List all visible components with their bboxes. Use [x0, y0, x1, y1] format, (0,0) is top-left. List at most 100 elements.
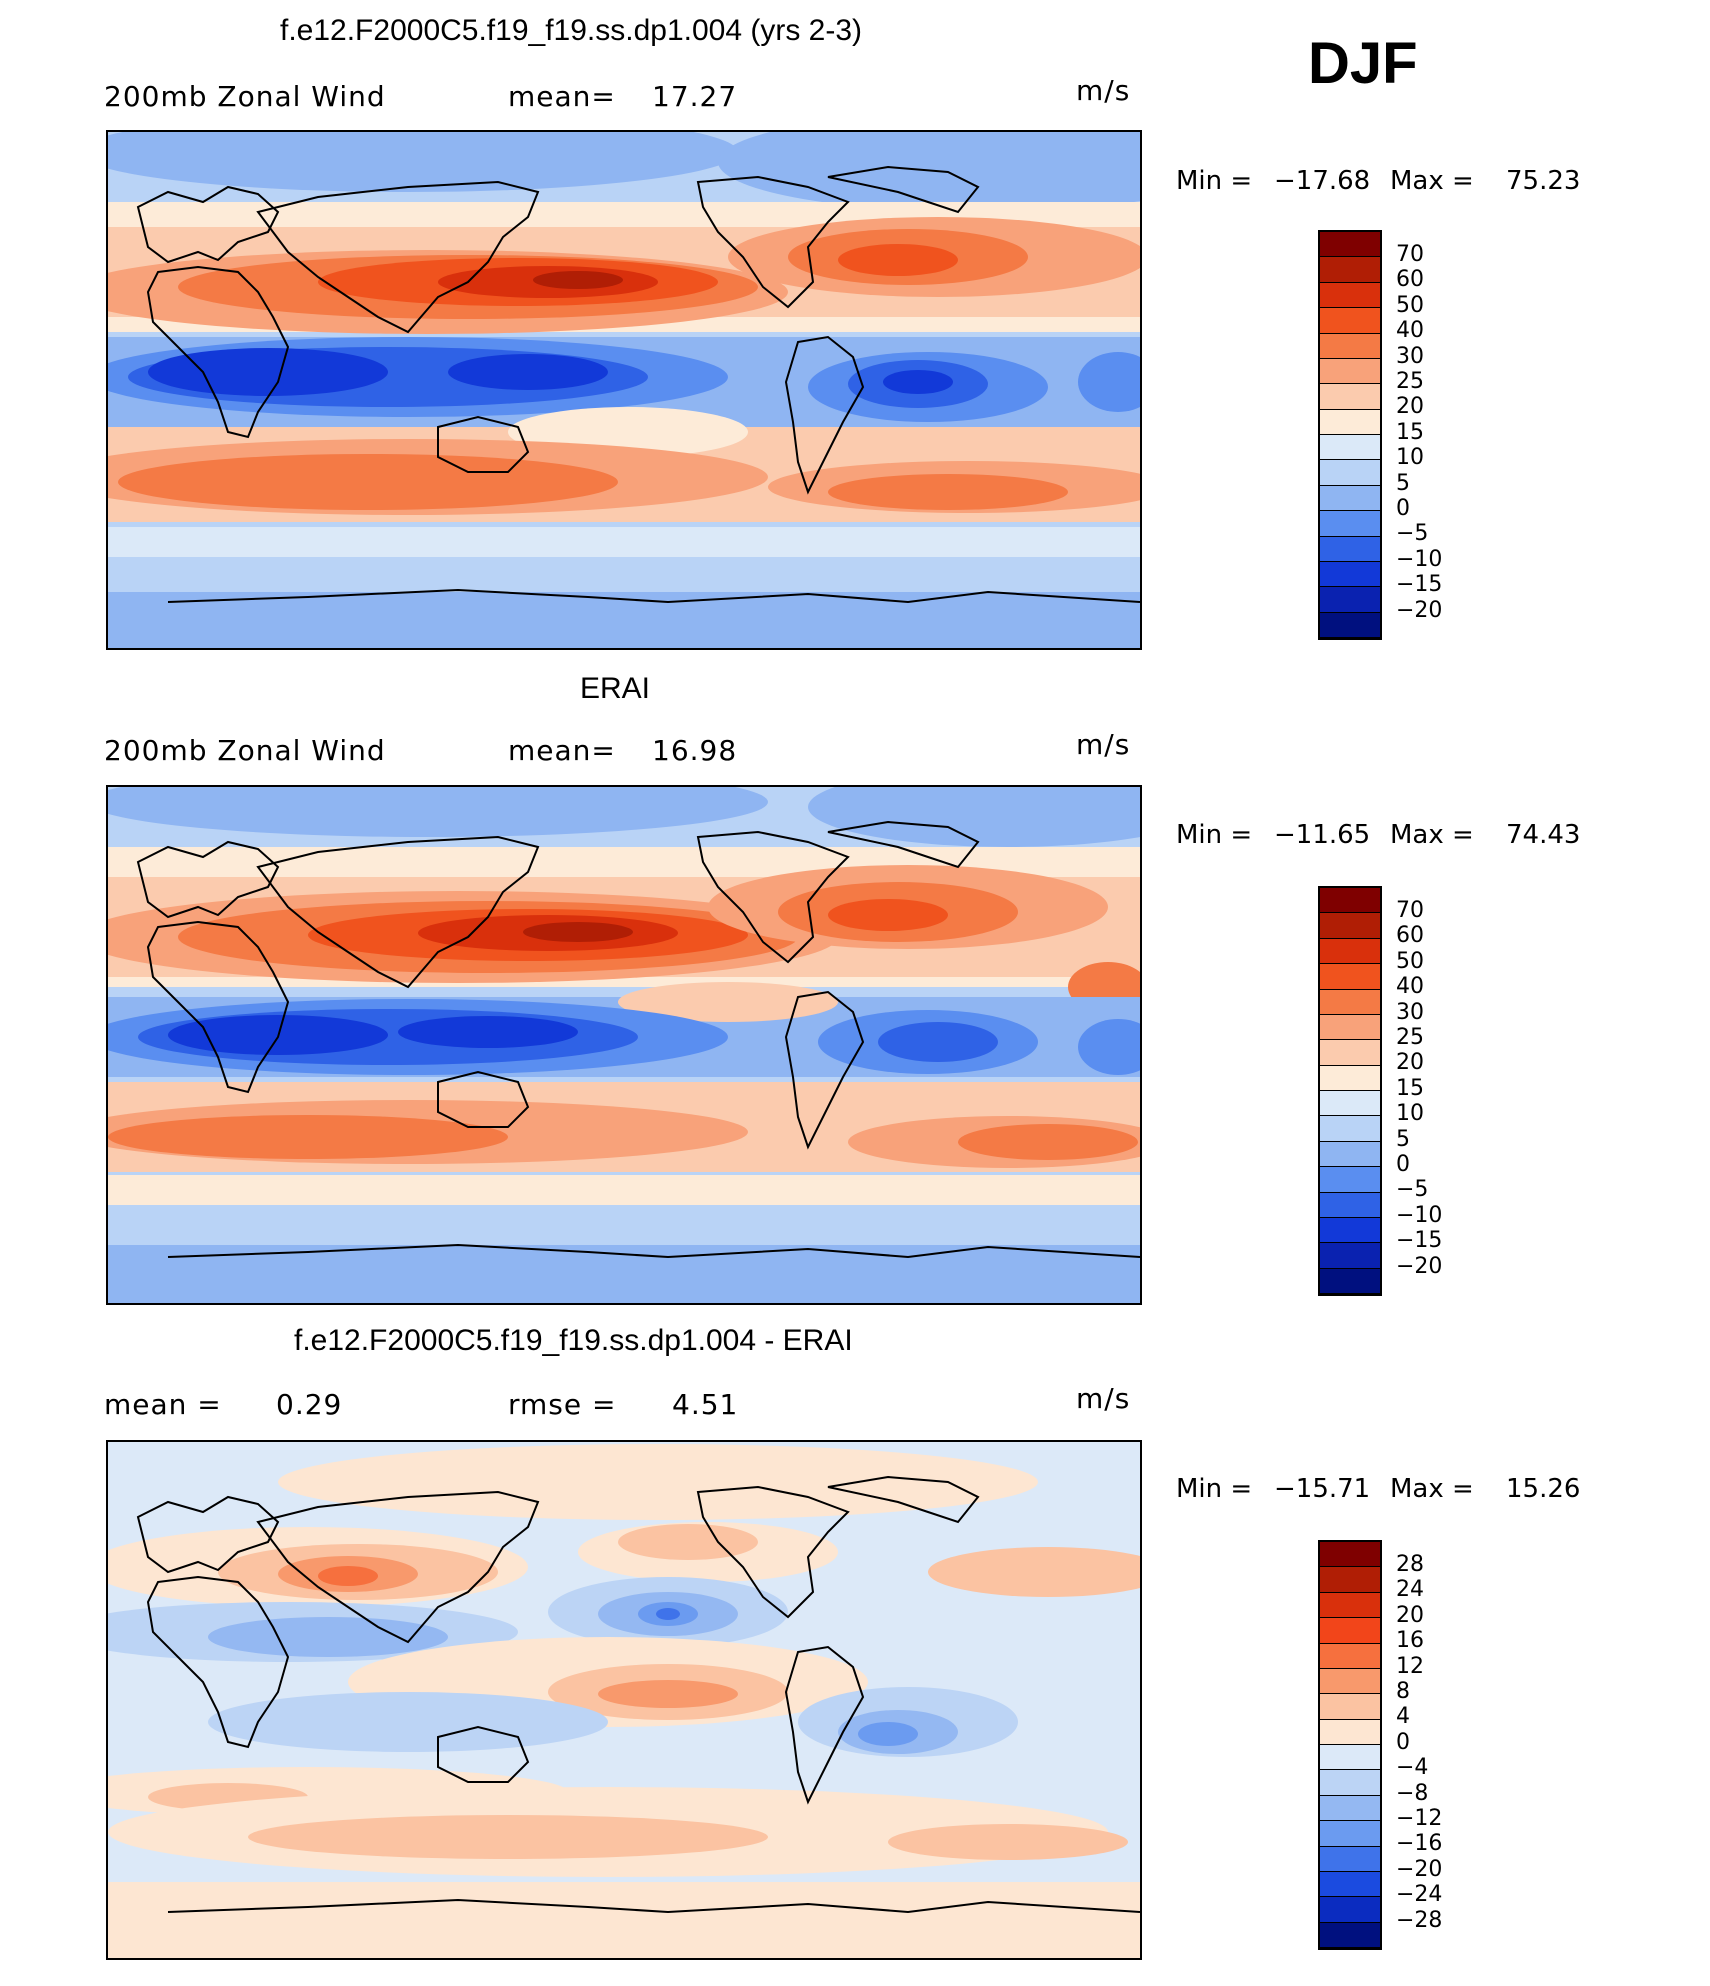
panel-3-units: m/s	[1076, 1382, 1131, 1415]
colorbar-tick-label: −4	[1396, 1755, 1429, 1781]
colorbar-swatch	[1320, 460, 1380, 486]
colorbar-tick-label: −8	[1396, 1780, 1429, 1806]
panel-1-title: f.e12.F2000C5.f19_f19.ss.dp1.004 (yrs 2-…	[280, 14, 863, 47]
colorbar-tick-label: 0	[1396, 496, 1410, 521]
colorbar-swatch	[1320, 1542, 1380, 1568]
colorbar-swatch	[1320, 1668, 1380, 1695]
colorbar-tick-label: 15	[1396, 1075, 1424, 1101]
colorbar-tick-label: 28	[1396, 1552, 1424, 1577]
colorbar-swatch	[1320, 1694, 1380, 1720]
panel-1-min-label: Min =	[1176, 166, 1253, 196]
colorbar-tick-label: −5	[1396, 1177, 1429, 1203]
colorbar-tick-label: 25	[1396, 369, 1424, 394]
colorbar-swatch	[1320, 964, 1380, 990]
colorbar-swatch	[1320, 1795, 1380, 1822]
colorbar-swatch	[1320, 1643, 1380, 1669]
colorbar-tick-label: −15	[1396, 572, 1443, 598]
colorbar-tick-label: −12	[1396, 1806, 1443, 1831]
colorbar-swatch	[1320, 409, 1380, 435]
colorbar-swatch	[1320, 435, 1380, 461]
panel-2-max-value: 74.43	[1506, 820, 1581, 850]
colorbar-swatch	[1320, 536, 1380, 562]
colorbar-tick-label: 60	[1396, 267, 1424, 293]
panel-3-max-label: Max =	[1390, 1474, 1474, 1504]
panel-2-colorbar	[1318, 886, 1382, 1296]
colorbar-tick-label: 0	[1396, 1152, 1410, 1177]
panel-2-mean-value: 16.98	[652, 734, 738, 767]
panel-3-rmse-label: rmse =	[508, 1388, 617, 1421]
colorbar-tick-label: 70	[1396, 242, 1424, 267]
colorbar-swatch	[1320, 308, 1380, 334]
colorbar-tick-label: 70	[1396, 898, 1424, 923]
colorbar-swatch	[1320, 333, 1380, 359]
colorbar-swatch	[1320, 384, 1380, 410]
colorbar-swatch	[1320, 1268, 1380, 1294]
colorbar-swatch	[1320, 888, 1380, 914]
panel-3-mean-label: mean =	[104, 1388, 222, 1421]
colorbar-swatch	[1320, 1897, 1380, 1923]
colorbar-tick-label: 0	[1396, 1729, 1410, 1755]
colorbar-tick-label: 20	[1396, 394, 1424, 420]
panel-1-colorbar	[1318, 230, 1382, 640]
colorbar-tick-label: −15	[1396, 1228, 1443, 1254]
colorbar-tick-label: −16	[1396, 1831, 1443, 1857]
colorbar-tick-label: 50	[1396, 292, 1424, 318]
colorbar-tick-label: 60	[1396, 923, 1424, 949]
colorbar-tick-label: 25	[1396, 1025, 1424, 1050]
colorbar-swatch	[1320, 587, 1380, 613]
panel-1-variable-label: 200mb Zonal Wind	[104, 80, 386, 113]
colorbar-tick-label: 40	[1396, 318, 1424, 344]
colorbar-swatch	[1320, 1040, 1380, 1066]
panel-3-max-value: 15.26	[1506, 1474, 1581, 1504]
colorbar-tick-label: 20	[1396, 1602, 1424, 1628]
colorbar-swatch	[1320, 1091, 1380, 1117]
panel-3-contour-field	[108, 1442, 1140, 1958]
colorbar-swatch	[1320, 358, 1380, 385]
colorbar-tick-label: 8	[1396, 1679, 1410, 1704]
colorbar-swatch	[1320, 511, 1380, 537]
panel-1-min-value: −17.68	[1274, 166, 1371, 196]
colorbar-swatch	[1320, 1745, 1380, 1771]
panel-3-colorbar	[1318, 1540, 1382, 1950]
colorbar-tick-label: 50	[1396, 948, 1424, 974]
panel-1-units: m/s	[1076, 74, 1131, 107]
colorbar-swatch	[1320, 1065, 1380, 1091]
colorbar-swatch	[1320, 1116, 1380, 1142]
panel-2-variable-label: 200mb Zonal Wind	[104, 734, 386, 767]
panel-3-map	[106, 1440, 1142, 1960]
colorbar-tick-label: −20	[1396, 1856, 1443, 1882]
panel-1-mean-label: mean=	[508, 80, 616, 113]
colorbar-swatch	[1320, 1719, 1380, 1745]
colorbar-tick-label: 10	[1396, 1101, 1424, 1127]
colorbar-tick-label: 4	[1396, 1704, 1410, 1730]
colorbar-swatch	[1320, 1618, 1380, 1644]
colorbar-tick-label: 24	[1396, 1577, 1424, 1603]
colorbar-tick-label: 5	[1396, 1126, 1410, 1152]
colorbar-swatch	[1320, 1567, 1380, 1593]
panel-1-mean-value: 17.27	[652, 80, 738, 113]
colorbar-tick-label: −10	[1396, 546, 1443, 572]
colorbar-tick-label: −10	[1396, 1202, 1443, 1228]
colorbar-tick-label: −5	[1396, 521, 1429, 547]
colorbar-swatch	[1320, 1770, 1380, 1796]
colorbar-swatch	[1320, 1871, 1380, 1898]
colorbar-tick-label: −20	[1396, 597, 1443, 623]
colorbar-swatch	[1320, 257, 1380, 283]
panel-2-map	[106, 785, 1142, 1305]
colorbar-swatch	[1320, 612, 1380, 638]
panel-1-max-label: Max =	[1390, 166, 1474, 196]
colorbar-swatch	[1320, 232, 1380, 258]
panel-2-min-label: Min =	[1176, 820, 1253, 850]
colorbar-swatch	[1320, 485, 1380, 512]
panel-1-contour-field	[108, 132, 1140, 648]
colorbar-swatch	[1320, 1592, 1380, 1619]
colorbar-tick-label: 40	[1396, 974, 1424, 1000]
panel-2-contour-field	[108, 787, 1140, 1303]
panel-3-rmse-value: 4.51	[672, 1388, 739, 1421]
colorbar-tick-label: −20	[1396, 1253, 1443, 1279]
colorbar-tick-label: 15	[1396, 419, 1424, 445]
colorbar-swatch	[1320, 1243, 1380, 1269]
colorbar-swatch	[1320, 1217, 1380, 1244]
panel-2-mean-label: mean=	[508, 734, 616, 767]
colorbar-swatch	[1320, 1014, 1380, 1041]
